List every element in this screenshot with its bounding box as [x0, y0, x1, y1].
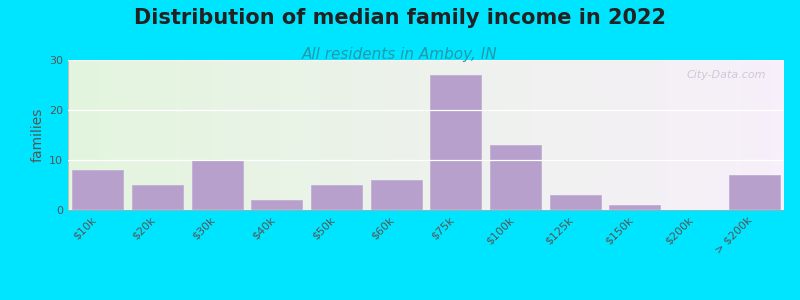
Bar [430, 75, 481, 210]
Bar [311, 185, 362, 210]
Bar [550, 195, 601, 210]
Bar [729, 175, 779, 210]
Y-axis label: families: families [31, 108, 45, 162]
Bar [73, 170, 123, 210]
Text: City-Data.com: City-Data.com [686, 70, 766, 80]
Text: All residents in Amboy, IN: All residents in Amboy, IN [302, 46, 498, 62]
Bar [192, 160, 242, 210]
Bar [371, 180, 422, 210]
Bar [490, 145, 541, 210]
Bar [132, 185, 183, 210]
Bar [610, 205, 660, 210]
Bar [251, 200, 302, 210]
Text: Distribution of median family income in 2022: Distribution of median family income in … [134, 8, 666, 28]
